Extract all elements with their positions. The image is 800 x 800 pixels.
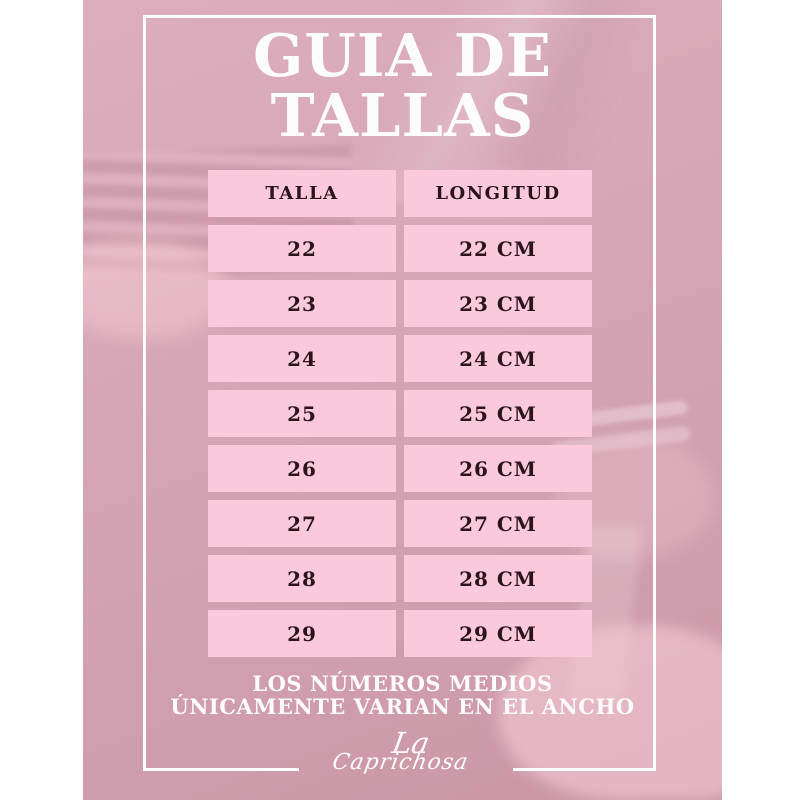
cell-longitud: 25 CM [404, 390, 592, 437]
page-title-line-1: GUIA DE [253, 21, 552, 90]
cell-talla: 23 [208, 280, 396, 327]
cell-longitud: 22 CM [404, 225, 592, 272]
page-title: GUIA DE TALLAS [83, 26, 722, 146]
cell-talla: 26 [208, 445, 396, 492]
frame-border [143, 15, 656, 770]
page-title-line-2: TALLAS [270, 81, 535, 150]
footer-note-line-1: LOS NÚMEROS MEDIOS [252, 671, 553, 696]
header-cell-longitud: LONGITUD [404, 170, 592, 217]
brand-logo-line-2: Caprichosa [330, 750, 471, 775]
cell-longitud: 27 CM [404, 500, 592, 547]
poster-canvas: GUIA DE TALLAS TALLA LONGITUD 22 22 CM 2… [83, 0, 722, 800]
cell-longitud: 23 CM [404, 280, 592, 327]
cell-talla: 29 [208, 610, 396, 657]
cell-talla: 28 [208, 555, 396, 602]
footer-note: LOS NÚMEROS MEDIOS ÚNICAMENTE VARIAN EN … [83, 672, 722, 718]
footer-note-line-2: ÚNICAMENTE VARIAN EN EL ANCHO [170, 694, 635, 719]
cell-longitud: 28 CM [404, 555, 592, 602]
cell-longitud: 29 CM [404, 610, 592, 657]
cell-longitud: 24 CM [404, 335, 592, 382]
size-table: TALLA LONGITUD 22 22 CM 23 23 CM 24 24 C… [208, 170, 592, 657]
cell-talla: 24 [208, 335, 396, 382]
cell-longitud: 26 CM [404, 445, 592, 492]
frame-bottom-left-segment [143, 768, 299, 771]
cell-talla: 22 [208, 225, 396, 272]
header-cell-talla: TALLA [208, 170, 396, 217]
brand-logo: La Caprichosa [83, 726, 722, 775]
cell-talla: 25 [208, 390, 396, 437]
cell-talla: 27 [208, 500, 396, 547]
